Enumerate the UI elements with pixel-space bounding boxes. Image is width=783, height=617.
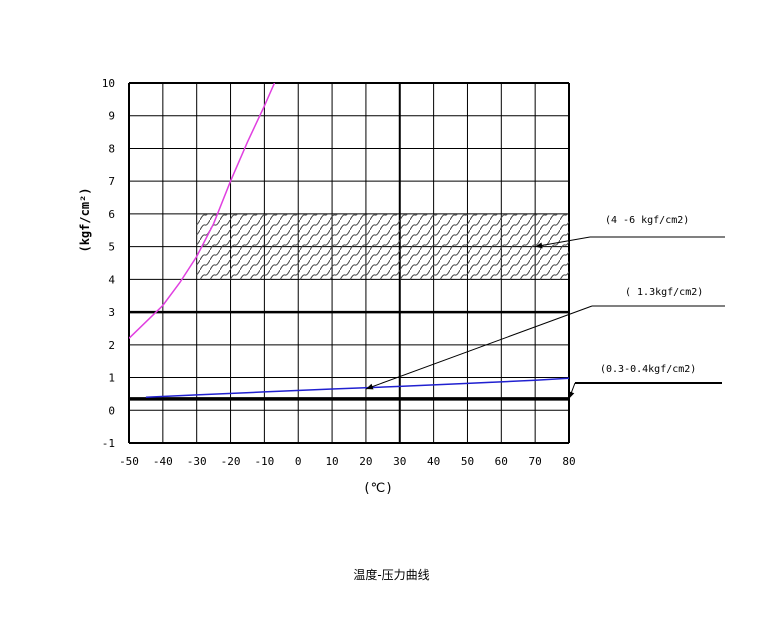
x-axis-label: (℃) <box>363 481 393 496</box>
pressure-curve-magenta <box>129 83 276 339</box>
y-tick-label: 7 <box>108 175 115 188</box>
x-tick-label: 30 <box>393 455 406 468</box>
annotation-arrowhead <box>365 383 374 390</box>
x-tick-label: -40 <box>153 455 173 468</box>
y-tick-label: 5 <box>108 241 115 254</box>
series-lines <box>129 83 569 398</box>
pressure-curve-blue <box>145 377 569 398</box>
annotation-label: (0.3-0.4kgf/cm2) <box>600 364 696 375</box>
x-tick-label: 0 <box>295 455 302 468</box>
x-tick-label: 10 <box>325 455 338 468</box>
y-tick-label: -1 <box>102 437 115 450</box>
figure-caption: 温度-压力曲线 <box>353 568 430 582</box>
x-tick-label: 50 <box>461 455 474 468</box>
y-tick-labels: -1 0 1 2 3 4 5 6 7 8 9 10 <box>102 77 116 450</box>
annotation-arrowhead <box>568 391 575 399</box>
annotations: (4 -6 kgf/cm2) ( 1.3kgf/cm2) (0.3-0.4kgf/c… <box>365 215 725 399</box>
x-tick-label: 80 <box>562 455 575 468</box>
pressure-band <box>196 213 569 280</box>
x-tick-label: 70 <box>529 455 542 468</box>
x-tick-label: 40 <box>427 455 440 468</box>
x-tick-labels: -50 -40 -30 -20 -10 0 10 20 30 40 50 60 70 80 <box>119 455 576 468</box>
y-tick-label: 2 <box>108 339 115 352</box>
annotation-leader <box>365 305 593 390</box>
x-tick-label: 60 <box>495 455 508 468</box>
y-axis-label: (kgf/cm²) <box>78 187 92 252</box>
y-tick-label: 3 <box>108 306 115 319</box>
y-tick-label: 1 <box>108 372 115 385</box>
annotation-arrowhead <box>535 242 543 249</box>
y-tick-label: 0 <box>108 404 115 417</box>
annotation-leader <box>535 236 591 248</box>
y-tick-label: 6 <box>108 208 115 221</box>
annotation-label: ( 1.3kgf/cm2) <box>625 287 703 298</box>
reference-lines <box>129 310 569 401</box>
annotation-label: (4 -6 kgf/cm2) <box>605 215 689 226</box>
x-tick-label: -50 <box>119 455 139 468</box>
y-tick-label: 9 <box>108 110 115 123</box>
shaded-band <box>196 213 569 280</box>
x-tick-label: -20 <box>221 455 241 468</box>
x-tick-label: 20 <box>359 455 372 468</box>
x-tick-label: -30 <box>187 455 207 468</box>
x-tick-label: -10 <box>254 455 274 468</box>
y-tick-label: 10 <box>102 77 115 90</box>
y-tick-label: 4 <box>108 273 115 286</box>
y-tick-label: 8 <box>108 142 115 155</box>
